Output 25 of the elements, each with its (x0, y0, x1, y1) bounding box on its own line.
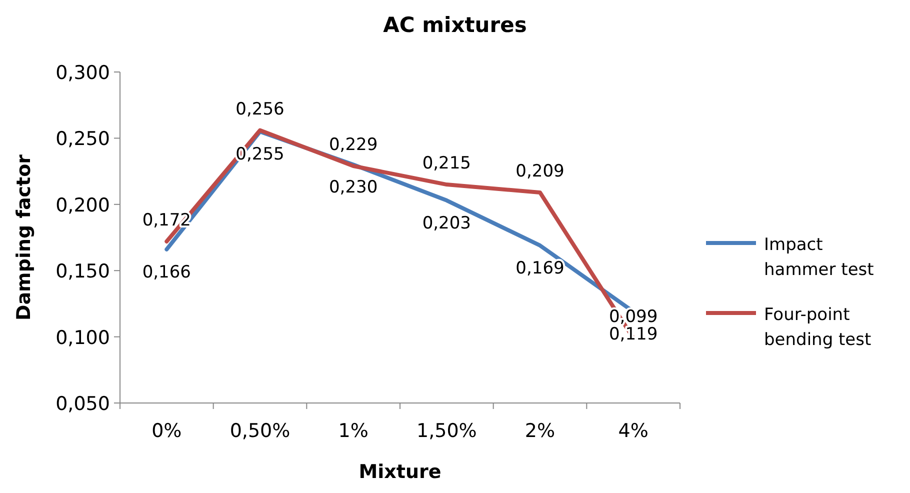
data-label: 0,230 (328, 178, 378, 198)
y-tick-label: 0,100 (56, 326, 110, 349)
data-label: 0,203 (422, 213, 472, 234)
x-tick-label: 1% (338, 420, 368, 442)
y-tick-label: 0,200 (56, 194, 110, 216)
legend-label: Four-point bending test (764, 305, 872, 350)
x-axis-title: Mixture (358, 461, 442, 483)
y-tick-label: 0,050 (56, 393, 110, 415)
data-label: 0,229 (328, 135, 378, 156)
data-label: 0,166 (142, 262, 192, 282)
y-tick-label: 0,300 (56, 62, 110, 84)
chart-title: AC mixtures (383, 13, 527, 37)
data-label: 0,215 (422, 154, 472, 174)
legend-label: Impact hammer test (764, 235, 874, 280)
x-tick-label: 0% (152, 420, 182, 442)
y-tick-label: 0,150 (56, 260, 110, 283)
y-tick-label: 0,250 (56, 128, 110, 150)
data-label: 0,209 (516, 161, 564, 182)
y-axis-title: Damping factor (13, 154, 35, 321)
x-tick-label: 0,50% (230, 420, 290, 442)
data-label: 0,169 (516, 258, 564, 278)
x-tick-label: 1,50% (416, 420, 477, 442)
x-tick-label: 2% (524, 420, 556, 442)
data-label: 0,256 (236, 99, 284, 120)
x-tick-label: 4% (618, 420, 648, 442)
